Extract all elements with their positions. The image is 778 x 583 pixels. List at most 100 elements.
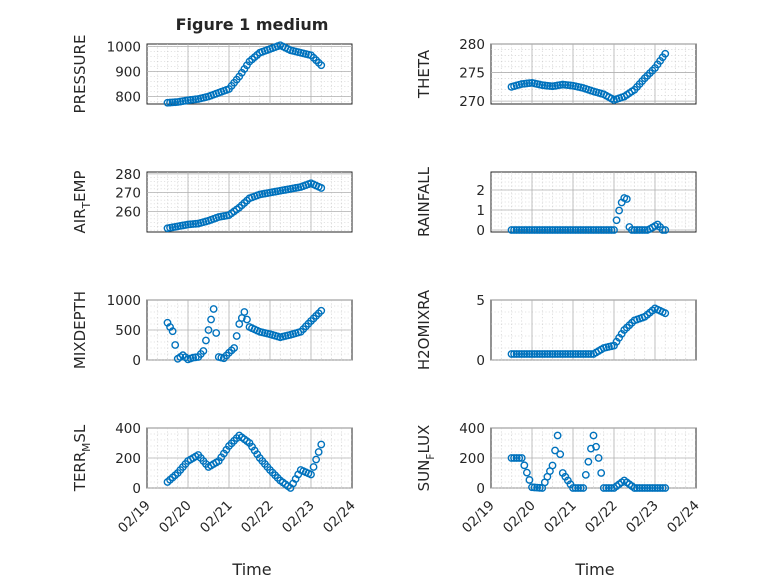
x-tick-label: 02/22 <box>582 498 621 537</box>
y-tick-label: 0 <box>476 223 485 239</box>
y-tick-label: 5 <box>476 293 485 309</box>
y-tick-label: 275 <box>459 66 485 82</box>
data-point <box>599 226 608 234</box>
data-point <box>658 226 667 234</box>
data-point <box>633 226 641 234</box>
y-axis-label: AIRTEMP <box>71 171 93 234</box>
data-point <box>184 220 192 229</box>
data-point <box>202 336 210 345</box>
data-point <box>584 350 593 358</box>
data-point <box>599 484 608 492</box>
data-point <box>563 226 572 234</box>
data-point <box>584 226 593 234</box>
data-point <box>512 350 521 358</box>
subplot-pressure: 800 900 1000 PRESSURE <box>71 35 353 113</box>
data-point <box>581 226 590 234</box>
data-point <box>587 226 595 234</box>
data-point <box>589 226 598 234</box>
y-tick-label: 400 <box>459 421 485 437</box>
series-markers <box>163 305 326 364</box>
data-point <box>558 226 567 234</box>
data-point <box>648 484 657 492</box>
data-point <box>540 350 549 358</box>
data-point <box>317 184 326 192</box>
data-point <box>602 484 611 492</box>
data-point <box>604 226 613 234</box>
data-point <box>566 350 575 358</box>
x-tick-label: 02/19 <box>459 498 498 537</box>
y-axis-label: H2OMIXRA <box>415 289 433 370</box>
data-point <box>535 226 544 234</box>
data-point <box>533 350 542 358</box>
y-tick-label: 1 <box>476 203 485 219</box>
subplot-terr_msl: 0 200 400 TERRMSL 02/19 02/20 02/21 02/22 02/23 0… <box>71 421 359 536</box>
data-point <box>515 454 524 462</box>
data-point <box>520 350 529 358</box>
x-tick-label: 02/21 <box>197 498 236 537</box>
data-point <box>546 350 554 358</box>
data-point <box>561 350 570 358</box>
x-tick-label: 02/20 <box>156 498 195 537</box>
data-point <box>546 226 554 234</box>
series-markers <box>507 49 670 104</box>
axes-box <box>146 43 353 105</box>
data-point <box>525 476 534 484</box>
data-point <box>517 350 526 358</box>
data-point <box>507 454 516 462</box>
data-point <box>607 226 616 234</box>
data-point <box>317 306 326 315</box>
y-tick-label: 0 <box>476 481 485 497</box>
data-point <box>628 226 636 234</box>
data-point <box>635 484 644 492</box>
data-point <box>538 226 547 234</box>
y-tick-label: 800 <box>115 90 141 106</box>
data-point <box>522 468 531 477</box>
data-point <box>528 483 536 492</box>
data-point <box>530 226 539 234</box>
data-point <box>630 226 639 234</box>
data-point <box>171 341 180 349</box>
series-markers <box>507 194 670 234</box>
data-point <box>528 350 536 358</box>
data-point <box>592 226 600 234</box>
data-point <box>517 454 526 462</box>
data-point <box>168 98 177 107</box>
data-point <box>581 470 590 479</box>
data-point <box>630 484 639 492</box>
x-tick-label: 02/19 <box>115 498 154 537</box>
data-point <box>579 226 588 234</box>
data-point <box>661 49 670 58</box>
data-point <box>640 484 649 492</box>
data-point <box>574 484 583 492</box>
x-tick-label: 02/23 <box>623 498 662 537</box>
y-axis-label: SUNFLUX <box>415 425 437 492</box>
data-point <box>571 484 580 492</box>
y-tick-label: 1000 <box>107 40 141 56</box>
data-point <box>604 484 613 492</box>
y-tick-label: 1000 <box>107 293 141 309</box>
data-point <box>517 226 526 234</box>
y-tick-label: 900 <box>115 65 141 81</box>
data-point <box>243 315 251 324</box>
data-point <box>522 350 531 358</box>
series-markers <box>163 431 326 492</box>
y-axis-label: MIXDEPTH <box>71 291 89 369</box>
data-point <box>551 350 559 358</box>
data-point <box>212 329 221 337</box>
data-point <box>579 484 588 492</box>
data-point <box>602 226 611 234</box>
data-point <box>661 309 670 318</box>
data-point <box>612 216 621 225</box>
data-point <box>525 350 534 358</box>
data-point <box>556 226 565 234</box>
data-point <box>561 226 570 234</box>
data-point <box>558 350 567 358</box>
series-markers <box>163 179 326 233</box>
data-point <box>533 226 542 234</box>
y-tick-label: 200 <box>115 451 141 467</box>
data-point <box>171 98 180 107</box>
data-point <box>548 461 557 470</box>
data-point <box>520 461 529 470</box>
y-tick-label: 260 <box>115 204 141 220</box>
